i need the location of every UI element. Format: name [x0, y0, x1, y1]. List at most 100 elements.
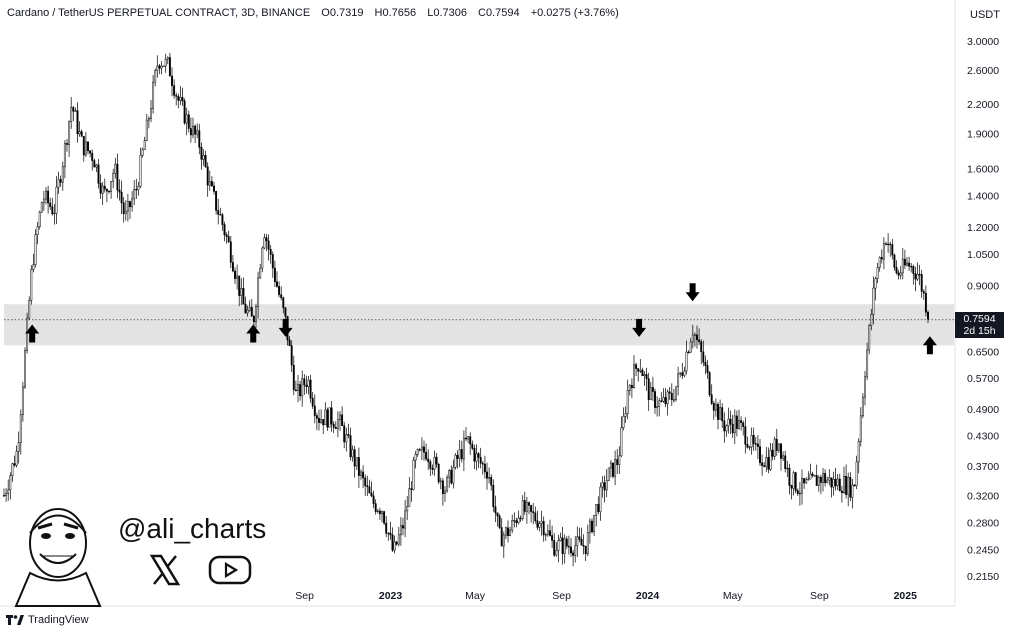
candle-body [246, 309, 249, 314]
candle-body [922, 291, 925, 294]
y-tick-label: 3.0000 [967, 36, 999, 48]
candle-body [276, 281, 278, 287]
candle-body [918, 274, 921, 276]
candle-body [790, 485, 793, 489]
tradingview-brand[interactable]: TradingView [6, 614, 89, 626]
candle-body [225, 234, 228, 237]
candle-body [731, 423, 734, 434]
candle-body [446, 477, 449, 492]
candle-body [429, 461, 432, 469]
candle-body [903, 258, 906, 266]
candle-body [108, 190, 110, 193]
candle-body [906, 262, 908, 266]
candle-body [824, 473, 827, 483]
candle-body [126, 201, 129, 212]
candle-body [219, 213, 222, 216]
candle-body [17, 442, 20, 452]
candle-body [13, 463, 16, 466]
candle-body [334, 426, 337, 429]
y-tick-label: 0.9000 [967, 280, 999, 292]
currency-label[interactable]: USDT [970, 9, 1000, 21]
candle-body [803, 478, 806, 484]
candle-body [891, 244, 894, 256]
candle-body [458, 449, 461, 459]
candle-body [30, 269, 33, 301]
candle-body [280, 294, 283, 299]
symbol-label[interactable]: Cardano / TetherUS PERPETUAL CONTRACT, 3… [7, 7, 311, 19]
candle-body [666, 391, 669, 405]
candle-body [565, 538, 568, 547]
candle-body [103, 185, 106, 190]
candle-body [416, 449, 419, 455]
candle-body [649, 387, 652, 400]
candle-body [437, 464, 440, 483]
candle-body [777, 443, 780, 451]
candle-body [723, 420, 726, 432]
candle-body [704, 361, 707, 366]
candle-body [57, 179, 60, 188]
y-tick-label: 1.2000 [967, 222, 999, 234]
candle-body [133, 189, 136, 200]
x-logo-icon[interactable] [148, 553, 182, 587]
candle-body [357, 457, 360, 476]
candle-body [544, 534, 547, 536]
candle-body [572, 552, 575, 556]
candle-body [586, 531, 589, 555]
candle-body [834, 478, 837, 487]
candle-body [36, 226, 39, 236]
candle-body [173, 85, 176, 96]
candle-body [202, 155, 205, 160]
candle-body [647, 378, 650, 400]
candle-body [257, 277, 260, 308]
candle-body [181, 97, 184, 102]
candle-body [120, 191, 123, 204]
candle-body [47, 190, 50, 204]
candle-body [3, 495, 5, 497]
candle-body [263, 237, 266, 249]
candle-body [887, 243, 890, 245]
candle-body [206, 166, 209, 186]
down-arrow-marker [278, 318, 293, 337]
open-value: O0.7319 [321, 7, 364, 19]
candle-body [404, 510, 407, 529]
candle-body [87, 141, 89, 152]
youtube-play-icon[interactable] [208, 555, 252, 585]
candle-body [721, 407, 724, 422]
candle-body [523, 500, 526, 512]
candle-body [368, 486, 371, 494]
candle-body [395, 541, 398, 545]
candle-body [129, 201, 131, 208]
y-tick-label: 0.2150 [967, 571, 999, 583]
x-tick-label: May [465, 590, 486, 602]
candle-body [423, 446, 425, 453]
candle-body [40, 202, 43, 213]
candle-body [145, 119, 148, 141]
candle-body [210, 181, 213, 187]
candle-body [882, 243, 885, 260]
candle-body [194, 125, 197, 135]
candle-body [406, 506, 409, 512]
change-value: +0.0275 (+3.76%) [530, 7, 619, 19]
candle-body [729, 418, 732, 425]
candle-body [639, 369, 642, 372]
candle-body [198, 130, 201, 148]
candle-body [857, 441, 860, 463]
candle-body [389, 532, 392, 536]
x-tick-label: Sep [295, 590, 314, 602]
candle-body [269, 249, 272, 255]
candle-body [746, 444, 749, 448]
candle-body [208, 181, 211, 186]
candle-body [200, 146, 203, 160]
candle-body [628, 384, 631, 391]
candle-body [521, 500, 524, 519]
candle-body [740, 420, 743, 423]
candle-body [273, 267, 276, 282]
candle-body [324, 409, 327, 426]
candle-body [278, 286, 281, 295]
candle-body [311, 397, 314, 407]
candle-body [792, 472, 795, 489]
candle-body [355, 457, 358, 467]
candle-body [759, 446, 761, 464]
candle-body [910, 265, 913, 268]
